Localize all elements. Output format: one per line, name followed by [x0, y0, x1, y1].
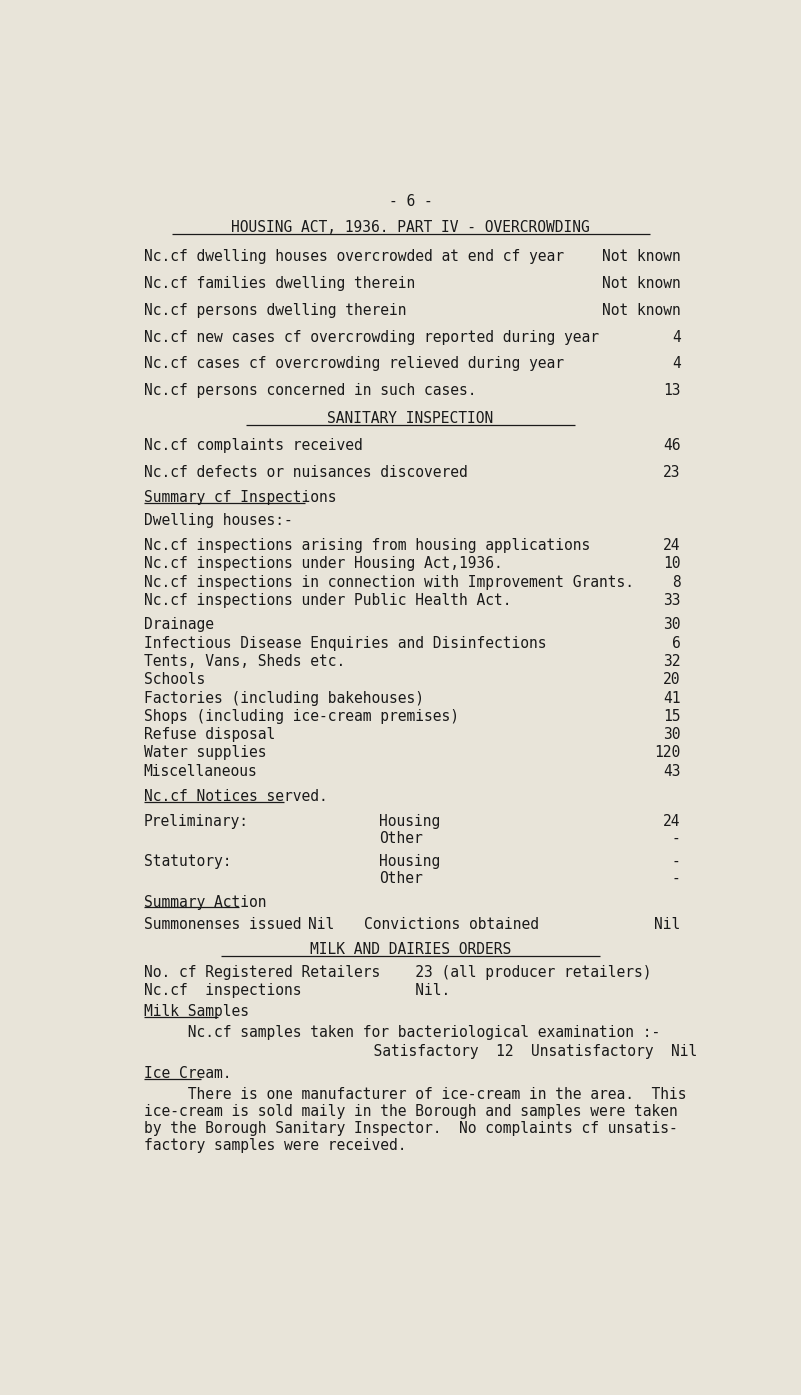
- Text: Nc.cf defects or nuisances discovered: Nc.cf defects or nuisances discovered: [143, 465, 467, 480]
- Text: 23: 23: [663, 465, 681, 480]
- Text: Nc.cf persons concerned in such cases.: Nc.cf persons concerned in such cases.: [143, 384, 476, 399]
- Text: HOUSING ACT, 1936. PART IV - OVERCROWDING: HOUSING ACT, 1936. PART IV - OVERCROWDIN…: [231, 220, 590, 234]
- Text: Nc.cf persons dwelling therein: Nc.cf persons dwelling therein: [143, 303, 406, 318]
- Text: Housing: Housing: [380, 854, 441, 869]
- Text: MILK AND DAIRIES ORDERS: MILK AND DAIRIES ORDERS: [310, 942, 511, 957]
- Text: Other: Other: [380, 870, 423, 886]
- Text: Factories (including bakehouses): Factories (including bakehouses): [143, 691, 424, 706]
- Text: Nc.cf  inspections             Nil.: Nc.cf inspections Nil.: [143, 982, 450, 997]
- Text: Nc.cf samples taken for bacteriological examination :-: Nc.cf samples taken for bacteriological …: [143, 1024, 660, 1039]
- Text: 46: 46: [663, 438, 681, 453]
- Text: 20: 20: [663, 672, 681, 688]
- Text: 24: 24: [663, 815, 681, 829]
- Text: Refuse disposal: Refuse disposal: [143, 727, 275, 742]
- Text: 120: 120: [654, 745, 681, 760]
- Text: factory samples were received.: factory samples were received.: [143, 1138, 406, 1154]
- Text: 30: 30: [663, 618, 681, 632]
- Text: Water supplies: Water supplies: [143, 745, 266, 760]
- Text: Nil: Nil: [654, 917, 681, 932]
- Text: Schools: Schools: [143, 672, 205, 688]
- Text: 41: 41: [663, 691, 681, 706]
- Text: Tents, Vans, Sheds etc.: Tents, Vans, Sheds etc.: [143, 654, 344, 670]
- Text: Nc.cf families dwelling therein: Nc.cf families dwelling therein: [143, 276, 415, 292]
- Text: Nc.cf inspections under Public Health Act.: Nc.cf inspections under Public Health Ac…: [143, 593, 511, 608]
- Text: 13: 13: [663, 384, 681, 399]
- Text: Milk Samples: Milk Samples: [143, 1004, 248, 1020]
- Text: There is one manufacturer of ice-cream in the area.  This: There is one manufacturer of ice-cream i…: [143, 1087, 686, 1102]
- Text: Summary cf Inspections: Summary cf Inspections: [143, 490, 336, 505]
- Text: Nc.cf inspections under Housing Act,1936.: Nc.cf inspections under Housing Act,1936…: [143, 557, 502, 571]
- Text: Summary Action: Summary Action: [143, 894, 266, 910]
- Text: Not known: Not known: [602, 303, 681, 318]
- Text: No. cf Registered Retailers    23 (all producer retailers): No. cf Registered Retailers 23 (all prod…: [143, 965, 651, 981]
- Text: 10: 10: [663, 557, 681, 571]
- Text: 6: 6: [672, 636, 681, 650]
- Text: Ice Cream.: Ice Cream.: [143, 1066, 231, 1081]
- Text: Satisfactory  12  Unsatisfactory  Nil: Satisfactory 12 Unsatisfactory Nil: [286, 1043, 698, 1059]
- Text: 4: 4: [672, 357, 681, 371]
- Text: 30: 30: [663, 727, 681, 742]
- Text: Other: Other: [380, 831, 423, 847]
- Text: Not known: Not known: [602, 250, 681, 264]
- Text: Shops (including ice-cream premises): Shops (including ice-cream premises): [143, 709, 459, 724]
- Text: 4: 4: [672, 329, 681, 345]
- Text: Summonenses issued: Summonenses issued: [143, 917, 301, 932]
- Text: 43: 43: [663, 763, 681, 778]
- Text: Nil: Nil: [308, 917, 334, 932]
- Text: Preliminary:: Preliminary:: [143, 815, 248, 829]
- Text: Dwelling houses:-: Dwelling houses:-: [143, 513, 292, 529]
- Text: Nc.cf new cases cf overcrowding reported during year: Nc.cf new cases cf overcrowding reported…: [143, 329, 598, 345]
- Text: 33: 33: [663, 593, 681, 608]
- Text: Nc.cf Notices served.: Nc.cf Notices served.: [143, 790, 328, 805]
- Text: ice-cream is sold maily in the Borough and samples were taken: ice-cream is sold maily in the Borough a…: [143, 1103, 678, 1119]
- Text: Statutory:: Statutory:: [143, 854, 231, 869]
- Text: Miscellaneous: Miscellaneous: [143, 763, 257, 778]
- Text: 15: 15: [663, 709, 681, 724]
- Text: SANITARY INSPECTION: SANITARY INSPECTION: [328, 412, 493, 427]
- Text: -: -: [672, 831, 681, 847]
- Text: Nc.cf complaints received: Nc.cf complaints received: [143, 438, 362, 453]
- Text: Housing: Housing: [380, 815, 441, 829]
- Text: Infectious Disease Enquiries and Disinfections: Infectious Disease Enquiries and Disinfe…: [143, 636, 546, 650]
- Text: Not known: Not known: [602, 276, 681, 292]
- Text: Drainage: Drainage: [143, 618, 214, 632]
- Text: - 6 -: - 6 -: [388, 194, 433, 209]
- Text: 32: 32: [663, 654, 681, 670]
- Text: by the Borough Sanitary Inspector.  No complaints cf unsatis-: by the Borough Sanitary Inspector. No co…: [143, 1122, 678, 1137]
- Text: 24: 24: [663, 538, 681, 552]
- Text: Nc.cf cases cf overcrowding relieved during year: Nc.cf cases cf overcrowding relieved dur…: [143, 357, 564, 371]
- Text: -: -: [672, 870, 681, 886]
- Text: -: -: [672, 854, 681, 869]
- Text: Nc.cf inspections arising from housing applications: Nc.cf inspections arising from housing a…: [143, 538, 590, 552]
- Text: Convictions obtained: Convictions obtained: [364, 917, 539, 932]
- Text: 8: 8: [672, 575, 681, 590]
- Text: Nc.cf inspections in connection with Improvement Grants.: Nc.cf inspections in connection with Imp…: [143, 575, 634, 590]
- Text: Nc.cf dwelling houses overcrowded at end cf year: Nc.cf dwelling houses overcrowded at end…: [143, 250, 564, 264]
